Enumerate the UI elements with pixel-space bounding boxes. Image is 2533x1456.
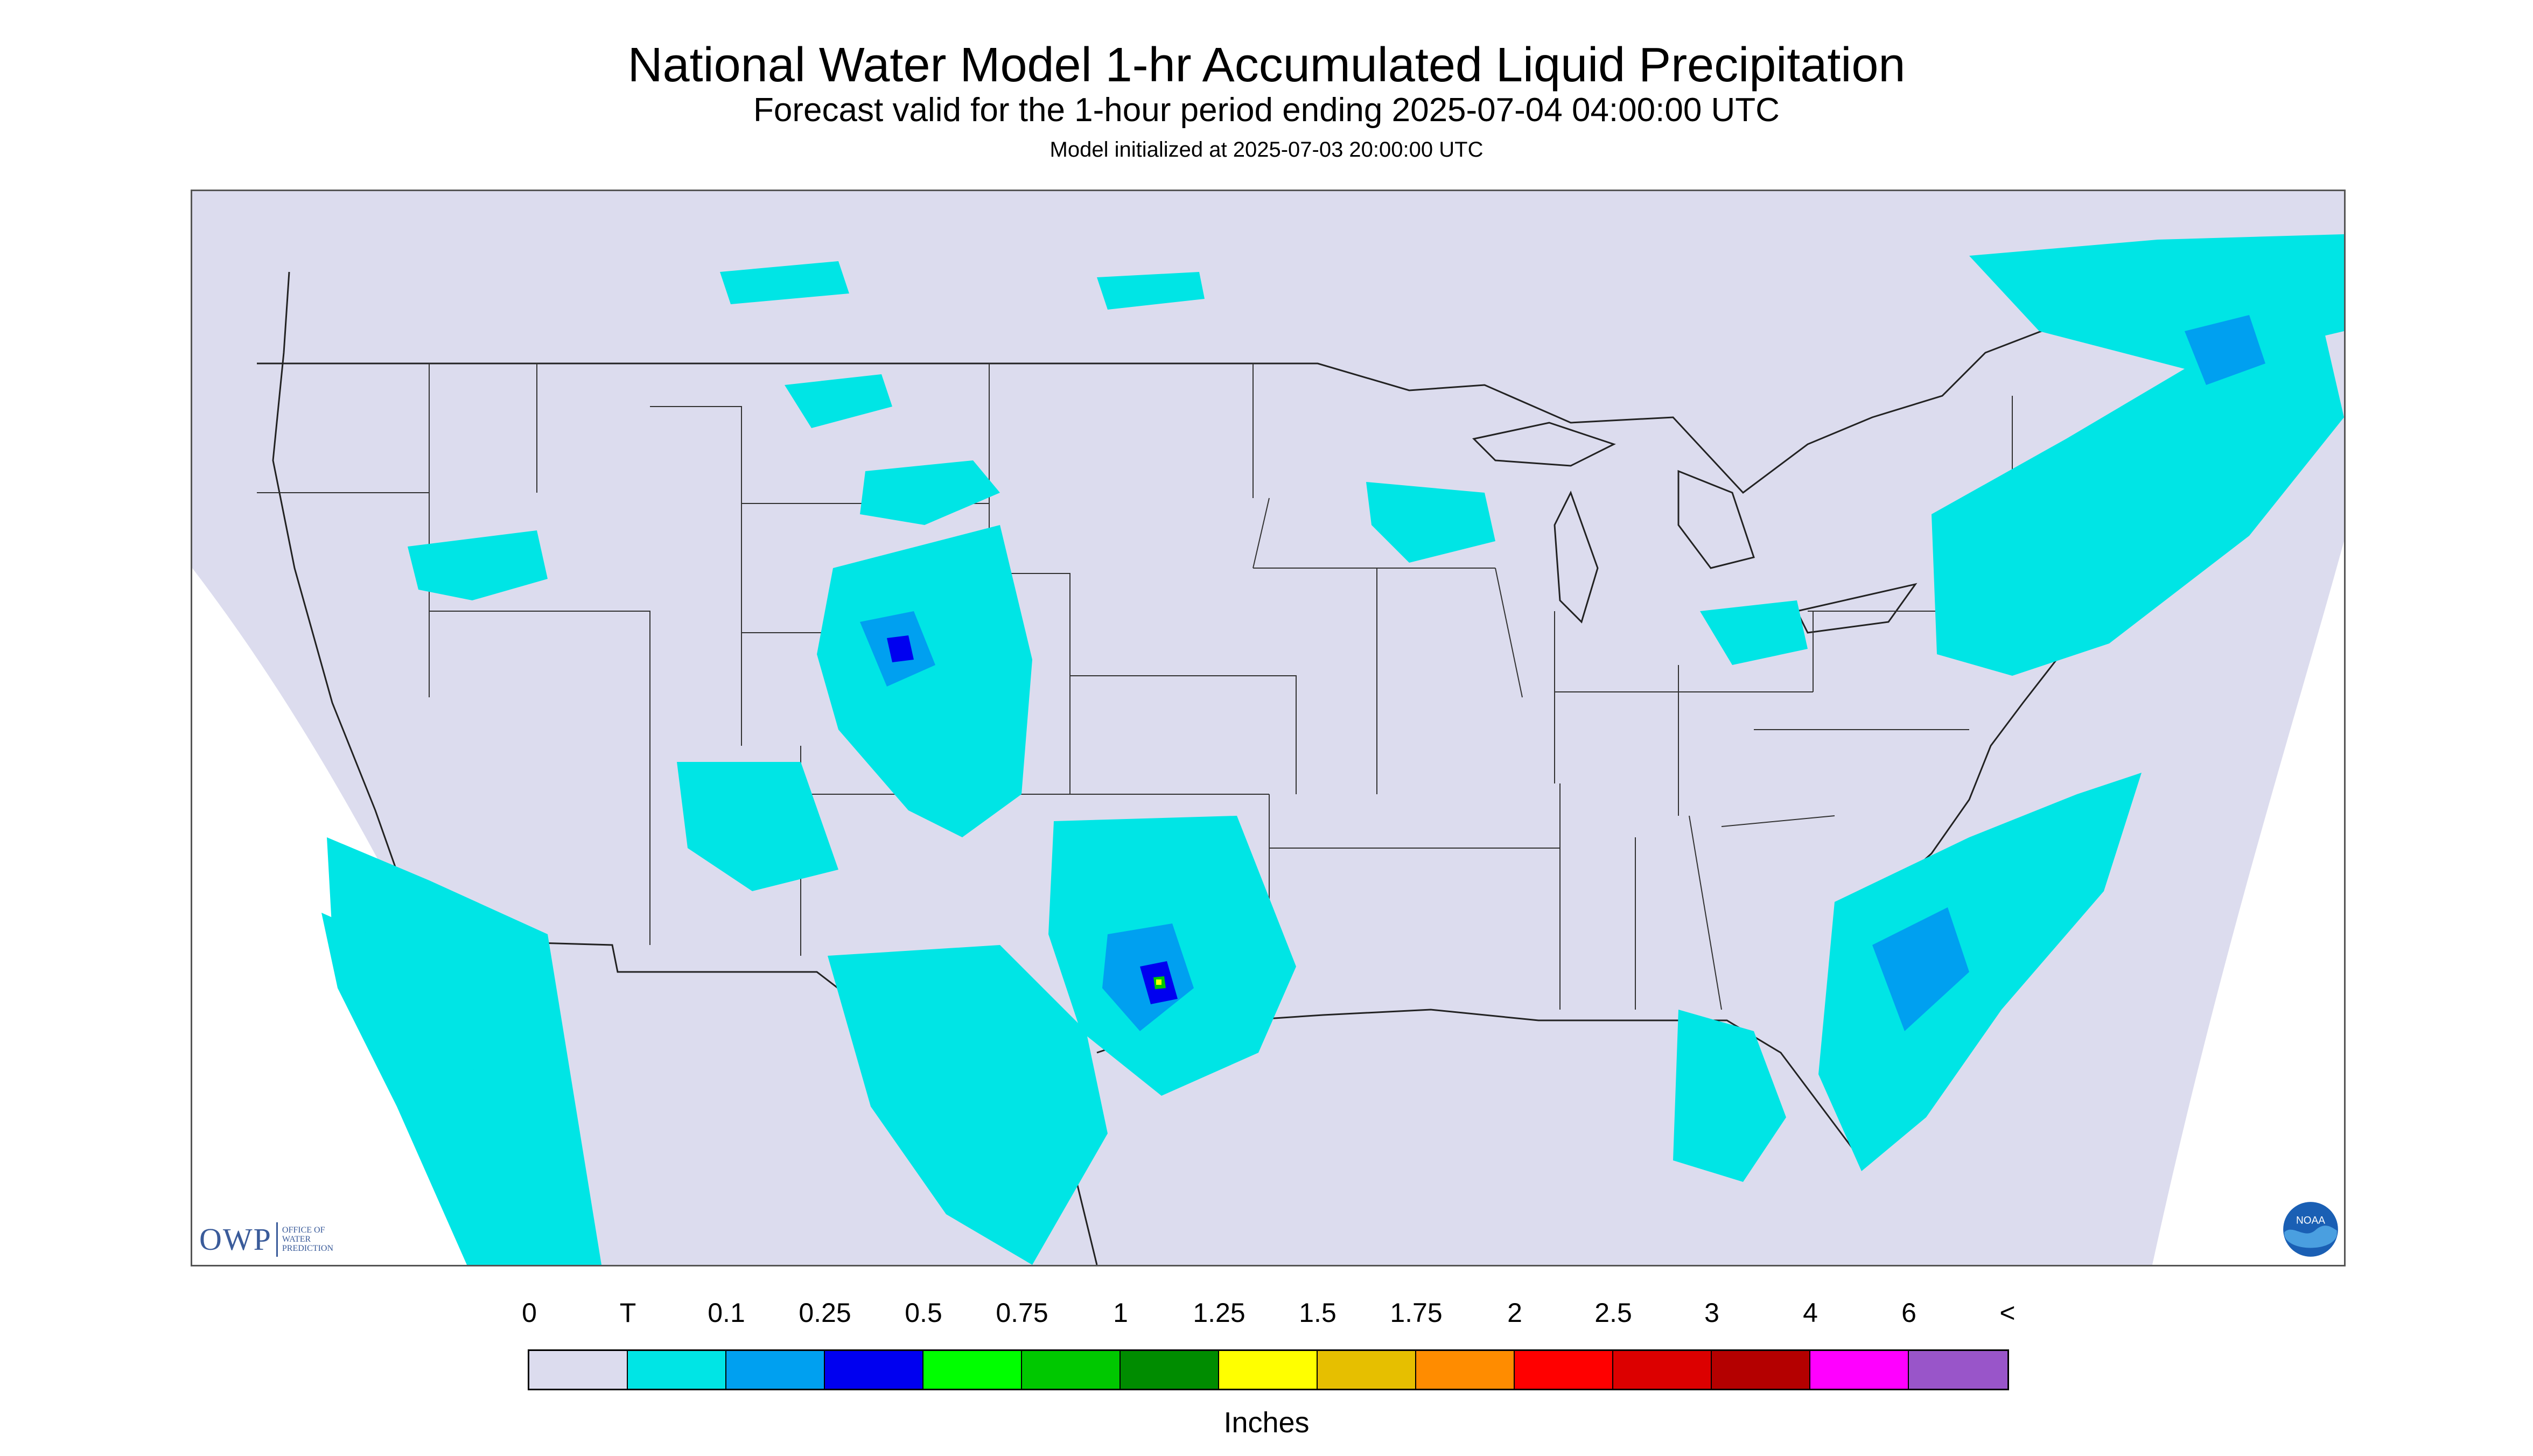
legend-tick-label: 4: [1803, 1298, 1818, 1328]
legend-swatch: [1613, 1351, 1712, 1389]
pacific-coast: [272, 271, 409, 902]
precip-max-texas-2: [1156, 979, 1161, 985]
legend-tick-label: 0.25: [799, 1298, 851, 1328]
great-lakes: [1472, 422, 1918, 634]
legend-swatch: [726, 1351, 825, 1389]
precip-core-areas: [860, 315, 2265, 1031]
legend-swatch: [1909, 1351, 2007, 1389]
legend-tick-label: T: [619, 1298, 636, 1328]
precip-north-canada: [720, 261, 1205, 310]
legend-tick-label: 0.1: [708, 1298, 745, 1328]
map-projection-area: [192, 191, 2344, 1265]
legend-tick-label: 2.5: [1594, 1298, 1632, 1328]
noaa-logo-text: NOAA: [2296, 1215, 2325, 1226]
noaa-logo: NOAA: [2283, 1202, 2338, 1257]
precip-new-mexico: [677, 762, 838, 891]
color-legend: [528, 1349, 2009, 1390]
precip-gulf-east: [1673, 1010, 1786, 1182]
precip-ohio-valley: [1700, 600, 1808, 665]
precip-northeast: [1932, 310, 2344, 676]
legend-tick-label: 1.5: [1299, 1298, 1337, 1328]
precip-florida-atlantic: [1818, 773, 2142, 1171]
precip-rockies: [817, 525, 1032, 837]
legend-tick-label: 0: [522, 1298, 537, 1328]
model-init-text: Model initialized at 2025-07-03 20:00:00…: [1049, 138, 1484, 162]
legend-swatch: [1022, 1351, 1121, 1389]
precip-nw-patch: [408, 530, 548, 600]
legend-tick-label: <: [1999, 1298, 2016, 1328]
legend-tick-label: 0.5: [905, 1298, 942, 1328]
legend-tick-label: 1: [1113, 1298, 1128, 1328]
precip-montana: [785, 374, 892, 428]
chart-subtitle: Forecast valid for the 1-hour period end…: [753, 92, 1780, 129]
owp-logo: OWP OFFICE OF WATER PREDICTION: [199, 1221, 333, 1257]
legend-swatch: [1712, 1351, 1810, 1389]
legend-tick-label: 3: [1704, 1298, 1719, 1328]
legend-swatch: [1121, 1351, 1219, 1389]
precip-heavy-colorado: [887, 635, 914, 662]
owp-logo-mark: OWP: [199, 1222, 272, 1257]
chart-title: National Water Model 1-hr Accumulated Li…: [627, 38, 1906, 92]
legend-tick-label: 2: [1507, 1298, 1522, 1328]
legend-swatch: [1219, 1351, 1318, 1389]
legend-swatch: [1318, 1351, 1416, 1389]
owp-logo-divider: [276, 1222, 278, 1257]
noaa-logo-wave: [2284, 1226, 2337, 1248]
legend-swatch: [1515, 1351, 1613, 1389]
legend-swatch: [628, 1351, 726, 1389]
legend-swatch: [1416, 1351, 1515, 1389]
legend-swatch: [923, 1351, 1022, 1389]
precipitation-map: [191, 190, 2346, 1266]
precip-wisconsin: [1366, 482, 1495, 563]
owp-logo-text: OFFICE OF WATER PREDICTION: [282, 1226, 333, 1253]
precip-core-atlantic: [1872, 907, 1969, 1031]
legend-swatch: [1810, 1351, 1909, 1389]
legend-tick-label: 1.25: [1193, 1298, 1245, 1328]
precip-baja: [321, 913, 515, 1265]
precip-south-texas: [828, 945, 1108, 1265]
legend-tick-label: 6: [1901, 1298, 1916, 1328]
precip-core-northeast: [2185, 315, 2265, 385]
map-svg: [192, 191, 2344, 1265]
legend-swatch: [529, 1351, 628, 1389]
legend-tick-label: 0.75: [996, 1298, 1048, 1328]
legend-swatch: [825, 1351, 923, 1389]
precip-dakota: [860, 460, 1000, 525]
legend-units: Inches: [1223, 1406, 1310, 1439]
legend-labels: 0 T 0.1 0.25 0.5 0.75 1 1.25 1.5 1.75 2 2.5 3 4 6 <: [0, 1297, 2533, 1334]
legend-tick-label: 1.75: [1390, 1298, 1443, 1328]
